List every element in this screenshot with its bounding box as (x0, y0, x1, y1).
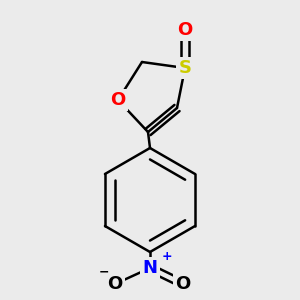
Text: +: + (162, 250, 172, 263)
Text: O: O (110, 91, 126, 109)
Text: −: − (99, 266, 110, 279)
Text: O: O (177, 21, 193, 39)
Text: O: O (107, 275, 123, 293)
Text: S: S (178, 59, 191, 77)
Text: O: O (176, 275, 190, 293)
Text: N: N (142, 259, 158, 277)
